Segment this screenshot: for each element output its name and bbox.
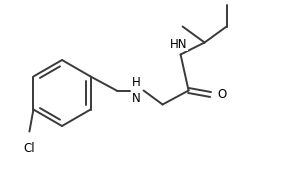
Text: H
N: H N (132, 77, 141, 104)
Text: HN: HN (170, 37, 187, 50)
Text: O: O (218, 88, 227, 101)
Text: Cl: Cl (24, 142, 35, 155)
